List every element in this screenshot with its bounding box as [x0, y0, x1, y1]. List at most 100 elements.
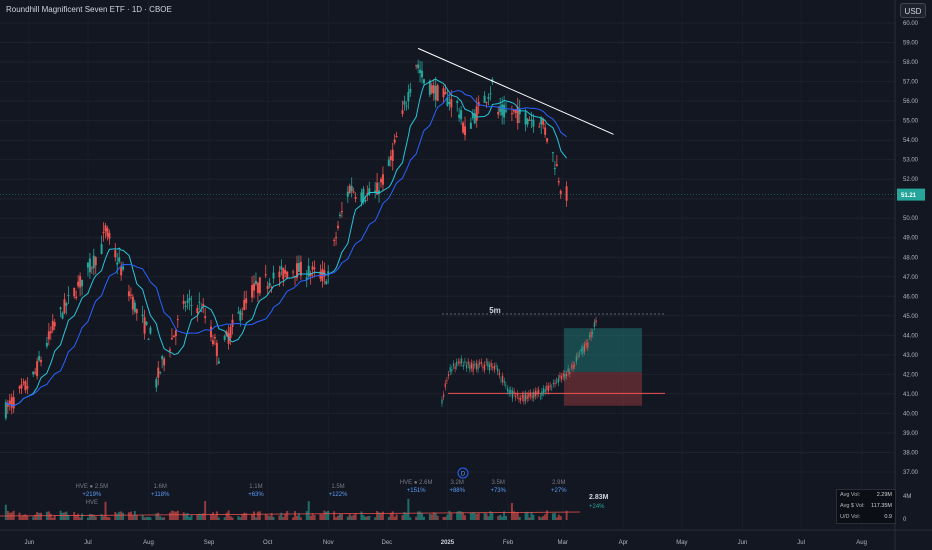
inset-candle-body	[508, 389, 510, 394]
candle-body	[159, 371, 162, 373]
volume-bar	[102, 516, 105, 520]
volume-annotation: 3.2M	[451, 480, 464, 486]
candle-body	[264, 274, 267, 276]
candle-body	[81, 279, 84, 287]
volume-bar	[211, 512, 214, 520]
volume-bar	[231, 517, 234, 520]
volume-bar	[565, 510, 568, 520]
candle-body	[155, 379, 158, 388]
volume-bar	[67, 514, 70, 520]
volume-bar	[489, 511, 492, 520]
candle-body	[196, 308, 199, 313]
candle-body	[442, 88, 445, 98]
candle-body	[376, 182, 379, 195]
volume-bar	[282, 517, 285, 520]
inset-candle-body	[441, 399, 443, 404]
inset-candle-body	[469, 364, 471, 370]
volume-bar	[49, 513, 52, 520]
currency-button[interactable]: USD	[900, 3, 926, 18]
candle-body	[555, 164, 558, 167]
volume-bar	[22, 514, 25, 520]
inset-candle-body	[467, 361, 469, 365]
candle-body	[282, 268, 285, 280]
y-tick-label: 57.00	[903, 80, 919, 86]
dividend-marker-icon[interactable]	[457, 467, 469, 479]
inset-candle-body	[493, 365, 496, 370]
candle-body	[380, 179, 382, 183]
volume-bar	[104, 501, 107, 520]
volume-bar	[157, 512, 160, 520]
volume-bar	[141, 514, 144, 520]
candle-body	[147, 338, 150, 340]
x-tick-label: Apr	[619, 540, 628, 546]
volume-bar	[114, 512, 117, 520]
volume-bar	[421, 513, 424, 520]
inset-candle-body	[534, 390, 536, 397]
volume-bar	[182, 512, 185, 520]
volume-bar	[63, 512, 66, 520]
volume-bar	[256, 511, 259, 520]
candle-body	[102, 231, 105, 233]
candle-body	[374, 190, 377, 193]
volume-bar	[237, 516, 240, 520]
candle-body	[360, 192, 363, 202]
volume-bar	[196, 514, 199, 520]
inset-target-zone	[564, 328, 642, 372]
volume-annotation: 1.5M	[331, 484, 344, 490]
candle-body	[505, 110, 508, 112]
candle-body	[378, 190, 381, 194]
candle-body	[389, 156, 392, 160]
inset-candle-body	[523, 394, 525, 402]
volume-bar	[149, 517, 152, 520]
inset-candle-body	[542, 388, 545, 393]
candle-body	[540, 117, 543, 125]
candle-body	[485, 102, 488, 104]
candle-body	[63, 299, 66, 313]
candle-body	[415, 65, 418, 67]
candle-body	[299, 261, 302, 276]
candle-body	[100, 244, 103, 254]
candle-body	[565, 186, 568, 201]
candle-body	[477, 102, 480, 106]
inset-candle-body	[456, 361, 458, 367]
inset-candle-body	[564, 373, 566, 379]
volume-bar	[254, 517, 257, 520]
volume-bar	[380, 512, 382, 520]
candle-body	[40, 360, 43, 363]
volume-bar	[266, 515, 269, 520]
volume-bar	[434, 512, 437, 520]
candle-body	[311, 266, 314, 270]
candle-body	[88, 258, 91, 273]
candle-body	[542, 119, 545, 125]
volume-bar	[469, 512, 472, 520]
volume-bar	[245, 513, 248, 520]
stat-value: 2.29M	[876, 492, 892, 498]
volume-annotation: +118%	[151, 492, 170, 498]
inset-candle-body	[579, 353, 581, 355]
candle-body	[497, 111, 500, 115]
candle-body	[446, 97, 449, 106]
candle-body	[434, 85, 437, 101]
candle-body	[210, 326, 213, 338]
candle-body	[510, 113, 513, 115]
volume-bar	[297, 513, 300, 520]
volume-bar	[430, 514, 433, 520]
candle-body	[211, 340, 214, 345]
volume-bar	[542, 515, 545, 520]
candle-body	[239, 310, 242, 321]
candle-body	[75, 296, 78, 298]
volume-bar	[227, 510, 230, 520]
candle-body	[120, 266, 123, 276]
volume-annotation: +219%	[82, 492, 102, 498]
volume-bar	[147, 516, 150, 520]
volume-bar	[366, 516, 369, 520]
inset-candle-body	[551, 387, 553, 389]
volume-bar	[127, 512, 130, 520]
volume-bar	[270, 513, 273, 520]
candle-body	[90, 267, 93, 269]
inset-candle-body	[533, 392, 535, 399]
candle-body	[133, 302, 136, 312]
inset-candle-body	[498, 372, 500, 376]
